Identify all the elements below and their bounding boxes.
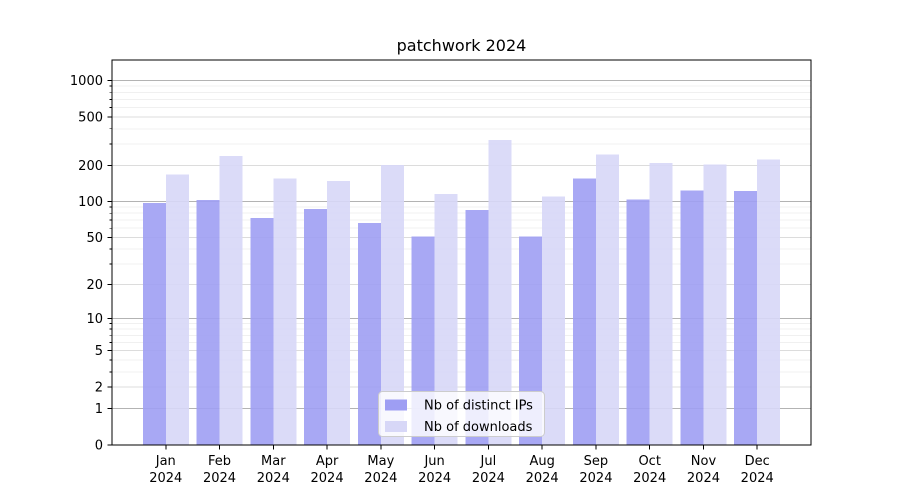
bar-jul-series0 [465,210,489,445]
y-tick-label: 1 [95,402,103,417]
bar-apr-series0 [304,208,328,445]
bar-sep-series0 [572,178,596,445]
y-tick-label: 1000 [70,74,103,89]
chart-title: patchwork 2024 [397,36,527,55]
bar-oct-series0 [626,199,650,445]
bar-aug-series1 [542,196,566,445]
bar-jan-series0 [142,203,166,445]
bar-feb-series0 [196,200,220,445]
x-tick-label-month: Nov [691,454,717,469]
legend-box [378,391,545,437]
bar-nov-series0 [680,190,704,445]
x-tick-label-month: Jun [423,454,444,469]
bar-jul-series1 [488,139,512,445]
legend-label-series1: Nb of downloads [424,420,533,435]
x-tick-label-year: 2024 [633,471,666,486]
x-tick-label-month: Oct [638,454,660,469]
x-tick-label-month: Feb [208,454,231,469]
bar-oct-series1 [649,163,673,445]
legend-swatch-series0 [385,399,407,411]
x-tick-label-month: Aug [529,454,554,469]
x-tick-label-month: Sep [584,454,609,469]
axes-box [111,59,812,446]
legend-swatch-series1 [385,421,407,432]
bar-feb-series1 [219,156,243,445]
y-tick-label: 20 [86,278,103,293]
bar-dec-series1 [757,159,781,446]
y-tick-label: 0 [95,439,103,454]
bar-dec-series0 [734,191,758,445]
x-tick-label-year: 2024 [364,471,397,486]
x-tick-label-month: Mar [261,454,286,469]
x-tick-label-month: May [367,454,394,469]
x-tick-label-year: 2024 [257,471,290,486]
y-tick-label: 200 [78,159,103,174]
bar-jun-series1 [434,193,458,445]
bar-may-series0 [357,223,381,445]
x-tick-label-year: 2024 [579,471,612,486]
x-tick-label-year: 2024 [311,471,344,486]
bar-apr-series1 [327,181,351,445]
x-tick-label-month: Jan [155,454,176,469]
bar-mar-series1 [273,178,297,445]
x-tick-label-year: 2024 [687,471,720,486]
x-tick-label-year: 2024 [203,471,236,486]
bar-may-series1 [380,165,404,445]
bar-jan-series1 [165,174,189,445]
x-tick-label-year: 2024 [418,471,451,486]
legend-label-series0: Nb of distinct IPs [424,399,533,414]
y-tick-label: 10 [86,312,103,327]
x-tick-label-month: Jul [480,454,497,469]
y-tick-label: 100 [78,195,103,210]
y-tick-label: 500 [78,111,103,126]
x-tick-label-year: 2024 [149,471,182,486]
bar-mar-series0 [250,218,274,445]
y-tick-label: 5 [95,344,103,359]
x-tick-label-month: Dec [745,454,770,469]
bar-nov-series1 [703,164,727,445]
x-axis: Jan 2024 Feb 2024 Mar 2024 Apr 2024 May 2024 Jun 20… [149,445,774,486]
y-tick-label: 50 [86,231,103,246]
x-tick-label-year: 2024 [526,471,559,486]
y-axis: 0 1 2 5 10 20 50 100 200 500 1000 [70,74,112,454]
x-tick-label-month: Apr [316,454,339,469]
y-tick-label: 2 [95,381,103,396]
x-tick-label-year: 2024 [472,471,505,486]
legend: Nb of distinct IPs Nb of downloads [378,391,545,437]
x-tick-label-year: 2024 [741,471,774,486]
bar-sep-series1 [595,154,619,445]
